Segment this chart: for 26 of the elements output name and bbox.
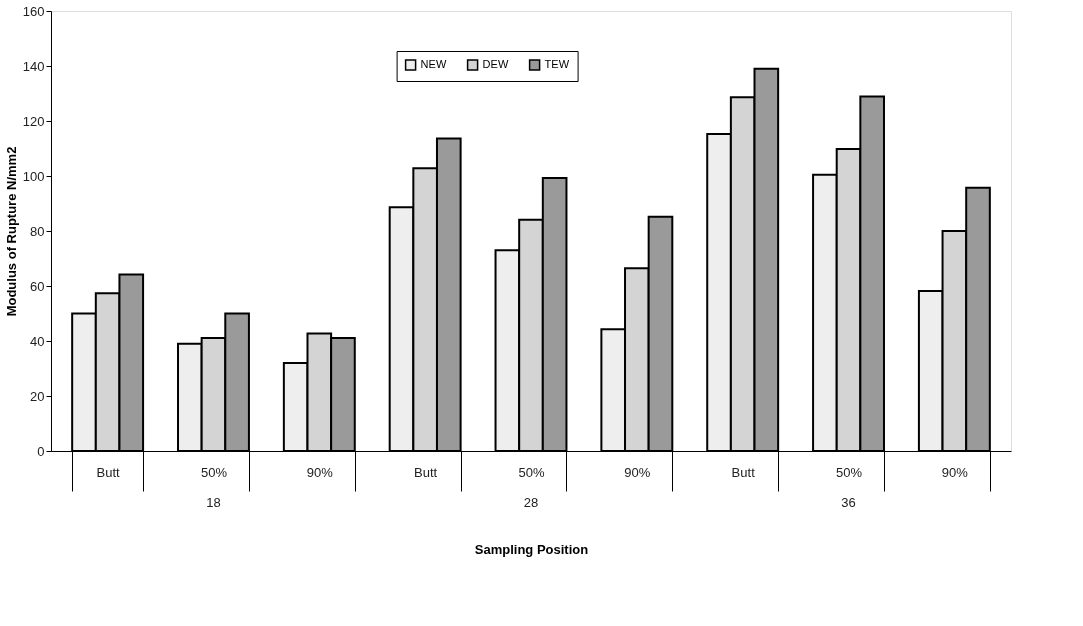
- text: 28: [523, 495, 539, 510]
- x-tick-label: 90%: [941, 464, 969, 480]
- x-tick-label: Butt: [414, 464, 438, 480]
- text: 18: [206, 495, 221, 510]
- y-tick-label: 100: [22, 168, 45, 184]
- y-axis-title: Modulus of Rupture N/mm2: [3, 146, 19, 317]
- y-tick-label: 120: [22, 113, 45, 129]
- y-tick-label: 80: [30, 223, 45, 239]
- legend-label: DEW: [482, 58, 509, 70]
- x-tick-label: 90%: [306, 464, 334, 480]
- legend-label: NEW: [420, 58, 447, 70]
- x-tick-label: Butt: [731, 464, 756, 480]
- x-axis-title: Sampling Position: [474, 542, 589, 557]
- y-tick-label: 160: [22, 3, 45, 19]
- legend-label: TEW: [544, 58, 570, 70]
- y-tick-label: 0: [37, 443, 45, 459]
- text: 36: [841, 495, 856, 510]
- x-tick-label: 50%: [836, 464, 863, 480]
- x-tick-label: 50%: [518, 464, 545, 480]
- y-tick-label: 20: [30, 388, 45, 404]
- y-tick-label: 40: [30, 333, 45, 349]
- x-tick-label: Butt: [96, 464, 121, 480]
- y-tick-label: 140: [22, 58, 45, 74]
- y-tick-label: 60: [30, 278, 45, 294]
- x-tick-label: 90%: [624, 464, 651, 480]
- x-tick-label: 50%: [200, 464, 228, 480]
